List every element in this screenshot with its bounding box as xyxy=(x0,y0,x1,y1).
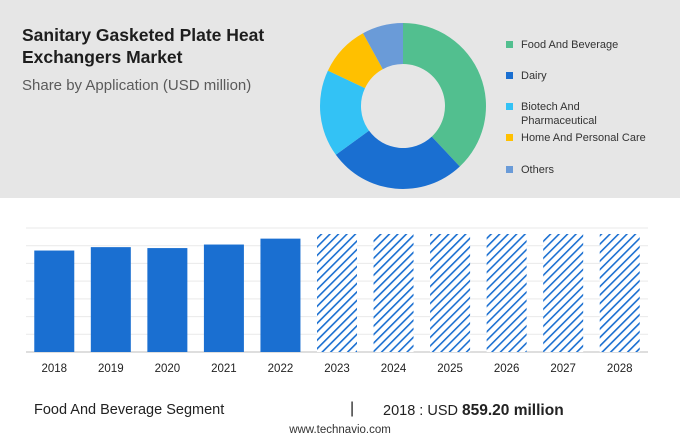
legend-item-others: Others xyxy=(506,163,671,177)
segment-label: Food And Beverage Segment xyxy=(34,402,225,418)
x-tick-label: 2028 xyxy=(607,363,633,375)
bar-2022 xyxy=(260,238,301,352)
x-tick-label: 2020 xyxy=(155,363,181,375)
forecast-bar-2026 xyxy=(486,234,527,352)
legend-swatch xyxy=(506,103,513,110)
x-tick-label: 2023 xyxy=(324,363,350,375)
legend-item-biotech-and-pharmaceutical: Biotech And Pharmaceutical xyxy=(506,100,639,128)
forecast-bar-2024 xyxy=(373,234,414,352)
bar-chart: 2018 2019 2020 2021 2022 2023 2024 2025 2026 2027… xyxy=(26,227,648,375)
forecast-bar-2028 xyxy=(599,234,640,352)
segment-value-amount: 859.20 million xyxy=(462,402,564,419)
footer-divider: | xyxy=(350,400,355,417)
donut-slice-dairy xyxy=(335,130,460,189)
forecast-bar-2023 xyxy=(317,234,357,352)
legend-swatch xyxy=(506,41,513,48)
legend-swatch xyxy=(506,166,513,173)
legend-label: Dairy xyxy=(521,70,547,82)
x-tick-label: 2021 xyxy=(211,363,237,375)
x-tick-label: 2027 xyxy=(550,363,576,375)
forecast-bar-2025 xyxy=(430,234,471,352)
source-link[interactable]: www.technavio.com xyxy=(289,424,391,436)
x-tick-label: 2018 xyxy=(41,363,67,375)
chart-subtitle: Share by Application (USD million) xyxy=(22,77,252,94)
x-tick-label: 2025 xyxy=(437,363,463,375)
donut-slice-food-and-beverage xyxy=(403,23,486,167)
legend-label: Home And Personal Care xyxy=(521,132,646,144)
legend-item-home-and-personal-care: Home And Personal Care xyxy=(506,131,671,145)
donut-slice-biotech-and-pharmaceutical xyxy=(320,70,370,155)
x-tick-label: 2022 xyxy=(268,363,294,375)
bar-2018 xyxy=(34,250,75,352)
legend-item-dairy: Dairy xyxy=(506,69,671,83)
legend-label: Biotech And Pharmaceutical xyxy=(521,101,597,127)
donut-chart xyxy=(320,23,486,189)
legend-swatch xyxy=(506,72,513,79)
x-tick-label: 2019 xyxy=(98,363,124,375)
bar-2020 xyxy=(147,248,188,352)
x-tick-label: 2026 xyxy=(494,363,520,375)
segment-value-prefix: 2018 : USD xyxy=(383,403,458,419)
forecast-bar-2027 xyxy=(543,234,584,352)
x-tick-label: 2024 xyxy=(381,363,407,375)
donut-slice-others xyxy=(363,23,403,70)
chart-title: Sanitary Gasketed Plate Heat Exchangers … xyxy=(22,25,265,67)
bar-2019 xyxy=(90,247,131,352)
bar-2021 xyxy=(203,244,244,352)
legend-swatch xyxy=(506,134,513,141)
segment-value: 2018 : USD 859.20 million xyxy=(383,402,564,420)
legend-label: Others xyxy=(521,164,555,176)
donut-slice-home-and-personal-care xyxy=(327,33,383,89)
legend-item-food-and-beverage: Food And Beverage xyxy=(506,38,671,52)
legend-label: Food And Beverage xyxy=(521,39,619,51)
